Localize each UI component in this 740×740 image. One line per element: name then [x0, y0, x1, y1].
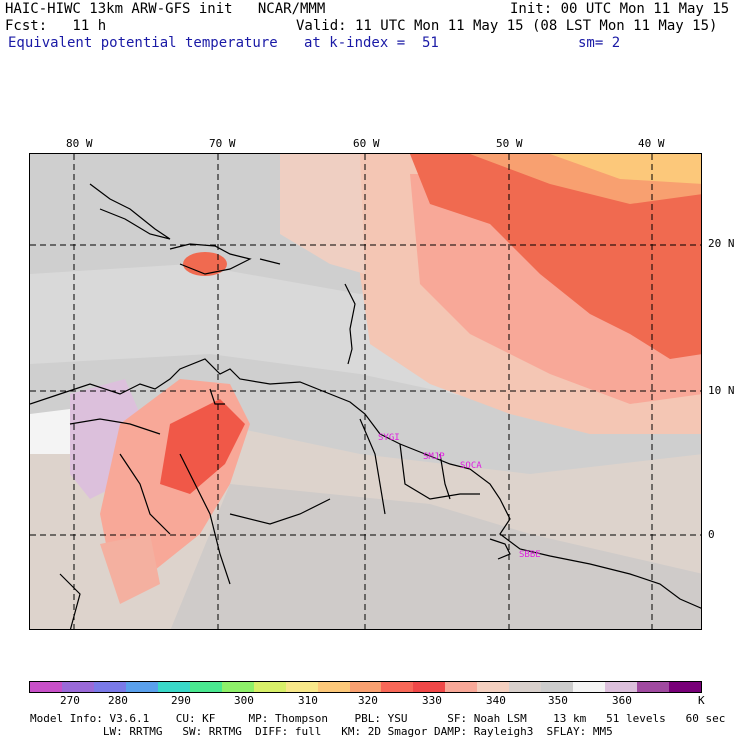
lon-label: 60 W — [353, 137, 380, 150]
colorbar-segment — [477, 682, 510, 692]
colorbar-tick: 350 — [548, 694, 568, 707]
colorbar-segment — [317, 682, 350, 692]
colorbar-segment — [93, 682, 126, 692]
model-info-line1: Model Info: V3.6.1 CU: KF MP: Thompson P… — [30, 712, 726, 725]
theta-e-field — [30, 154, 701, 629]
colorbar-segment — [381, 682, 414, 692]
colorbar-segment — [125, 682, 158, 692]
header-title: HAIC-HIWC 13km ARW-GFS init NCAR/MMM — [5, 1, 326, 17]
colorbar-tick: 310 — [298, 694, 318, 707]
colorbar-tick: 290 — [171, 694, 191, 707]
colorbar-segment — [349, 682, 382, 692]
colorbar-segment — [285, 682, 318, 692]
lon-label: 80 W — [66, 137, 93, 150]
colorbar-segment — [157, 682, 190, 692]
colorbar-segment — [669, 682, 702, 692]
station-label: SMJP — [423, 452, 445, 462]
map-panel: SYGI SMJP SOCA SBBE — [29, 153, 702, 630]
station-label: SBBE — [519, 550, 541, 560]
lat-label: 10 N — [708, 384, 735, 397]
colorbar-tick: 270 — [60, 694, 80, 707]
colorbar-unit: K — [698, 694, 705, 707]
model-info-line2: LW: RRTMG SW: RRTMG DIFF: full KM: 2D Sm… — [30, 725, 613, 738]
colorbar-tick: 320 — [358, 694, 378, 707]
colorbar-segment — [253, 682, 286, 692]
colorbar-segment — [573, 682, 606, 692]
colorbar-tick: 340 — [486, 694, 506, 707]
colorbar-tick: 330 — [422, 694, 442, 707]
colorbar — [29, 681, 702, 693]
colorbar-segment — [605, 682, 638, 692]
colorbar-tick: 280 — [108, 694, 128, 707]
colorbar-segment — [637, 682, 670, 692]
colorbar-segment — [509, 682, 542, 692]
station-label: SYGI — [378, 433, 400, 443]
colorbar-segment — [30, 682, 62, 692]
lat-label: 20 N — [708, 237, 735, 250]
smoothing-info: sm= 2 — [578, 35, 621, 51]
station-label: SOCA — [460, 461, 482, 471]
header-valid: Valid: 11 UTC Mon 11 May 15 (08 LST Mon … — [296, 18, 718, 34]
colorbar-tick: 300 — [234, 694, 254, 707]
colorbar-segment — [189, 682, 222, 692]
colorbar-segment — [221, 682, 254, 692]
lat-label: 0 — [708, 528, 715, 541]
colorbar-segment — [445, 682, 478, 692]
colorbar-segment — [541, 682, 574, 692]
lon-label: 70 W — [209, 137, 236, 150]
lon-label: 50 W — [496, 137, 523, 150]
header-forecast: Fcst: 11 h — [5, 18, 107, 34]
lon-label: 40 W — [638, 137, 665, 150]
colorbar-tick: 360 — [612, 694, 632, 707]
colorbar-segment — [61, 682, 94, 692]
header-init: Init: 00 UTC Mon 11 May 15 — [510, 1, 730, 17]
colorbar-segment — [413, 682, 446, 692]
field-name: Equivalent potential temperature — [8, 35, 278, 51]
level-info: at k-index = 51 — [304, 35, 439, 51]
